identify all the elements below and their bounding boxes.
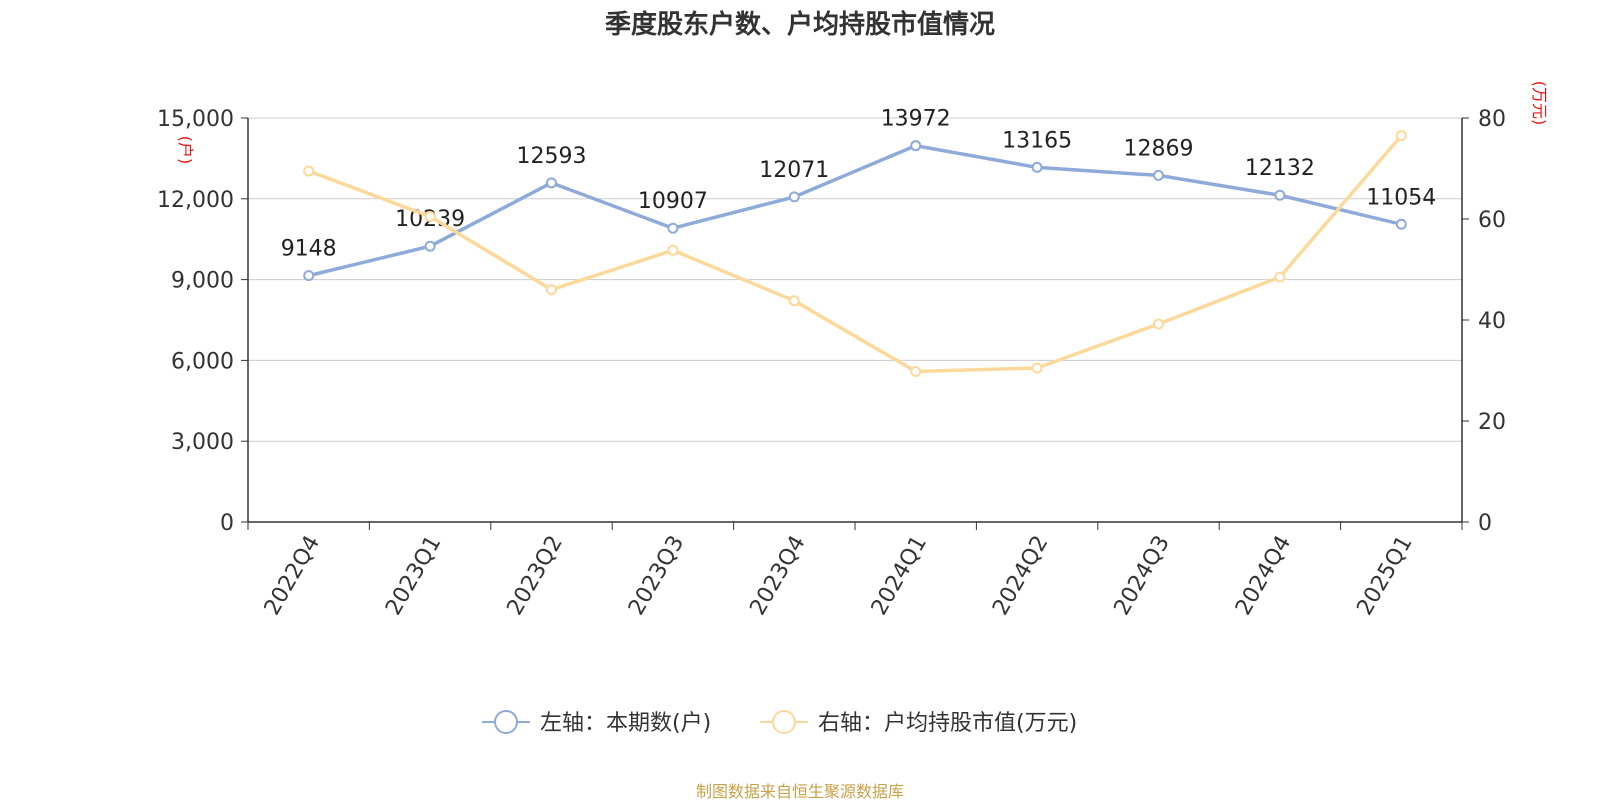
- x-tick-label: 2024Q3: [1110, 532, 1175, 620]
- data-label: 12869: [1124, 136, 1194, 161]
- y-left-tick-label: 3,000: [171, 430, 234, 455]
- data-point: [910, 140, 922, 152]
- data-point: [788, 295, 800, 307]
- data-point: [1395, 130, 1407, 142]
- x-tick-label: 2024Q4: [1231, 532, 1296, 620]
- legend-label: 右轴：户均持股市值(万元): [818, 711, 1077, 736]
- y-left-tick-label: 0: [220, 511, 234, 536]
- x-tick-label: 2025Q1: [1352, 532, 1417, 620]
- data-point: [1031, 161, 1043, 173]
- x-tick-label: 2022Q4: [260, 532, 325, 620]
- data-point: [667, 222, 679, 234]
- y-left-tick-label: 15,000: [157, 107, 234, 132]
- source-footer: 制图数据来自恒生聚源数据库: [695, 782, 904, 801]
- x-tick-label: 2023Q2: [503, 532, 568, 620]
- x-tick-label: 2024Q1: [867, 532, 932, 620]
- y-right-unit: (万元): [1530, 81, 1549, 126]
- x-tick-label: 2023Q1: [381, 532, 446, 620]
- chart-title: 季度股东户数、户均持股市值情况: [604, 10, 995, 40]
- data-label: 9148: [281, 237, 337, 262]
- data-point: [424, 240, 436, 252]
- y-left-unit: (户): [176, 136, 195, 165]
- data-point: [788, 191, 800, 203]
- series-line-holders: [308, 143, 1402, 278]
- data-label: 13972: [881, 107, 951, 132]
- data-label: 10907: [638, 189, 708, 214]
- y-left-tick-label: 9,000: [171, 269, 234, 294]
- x-tick-label: 2023Q4: [745, 532, 810, 620]
- data-point: [1274, 271, 1286, 283]
- data-label: 12593: [517, 144, 587, 169]
- legend-swatch-marker: [772, 710, 796, 734]
- data-point: [546, 177, 557, 189]
- y-right-tick-label: 0: [1478, 511, 1492, 536]
- data-point: [303, 165, 315, 177]
- data-point: [546, 284, 557, 296]
- series-line-market-value: [308, 134, 1403, 374]
- data-point: [910, 366, 922, 378]
- y-right-tick-label: 40: [1478, 309, 1506, 334]
- data-point: [1153, 169, 1164, 181]
- legend-label: 左轴：本期数(户): [540, 711, 711, 736]
- data-label: 12071: [759, 158, 829, 183]
- data-point: [1274, 189, 1286, 201]
- data-point: [667, 244, 679, 256]
- data-point: [424, 210, 436, 222]
- x-tick-label: 2023Q3: [624, 532, 689, 620]
- data-label: 11054: [1366, 185, 1436, 210]
- data-point: [1153, 318, 1164, 330]
- y-right-tick-label: 60: [1478, 208, 1506, 233]
- data-label: 12132: [1245, 156, 1315, 181]
- y-right-tick-label: 80: [1478, 107, 1506, 132]
- legend-swatch-marker: [494, 710, 518, 734]
- data-point: [303, 270, 315, 282]
- data-point: [1395, 218, 1407, 230]
- y-left-tick-label: 6,000: [171, 349, 234, 374]
- y-left-tick-label: 12,000: [157, 188, 234, 213]
- data-label: 13165: [1002, 128, 1072, 153]
- data-point: [1031, 362, 1043, 374]
- y-right-tick-label: 20: [1478, 410, 1506, 435]
- x-tick-label: 2024Q2: [988, 532, 1053, 620]
